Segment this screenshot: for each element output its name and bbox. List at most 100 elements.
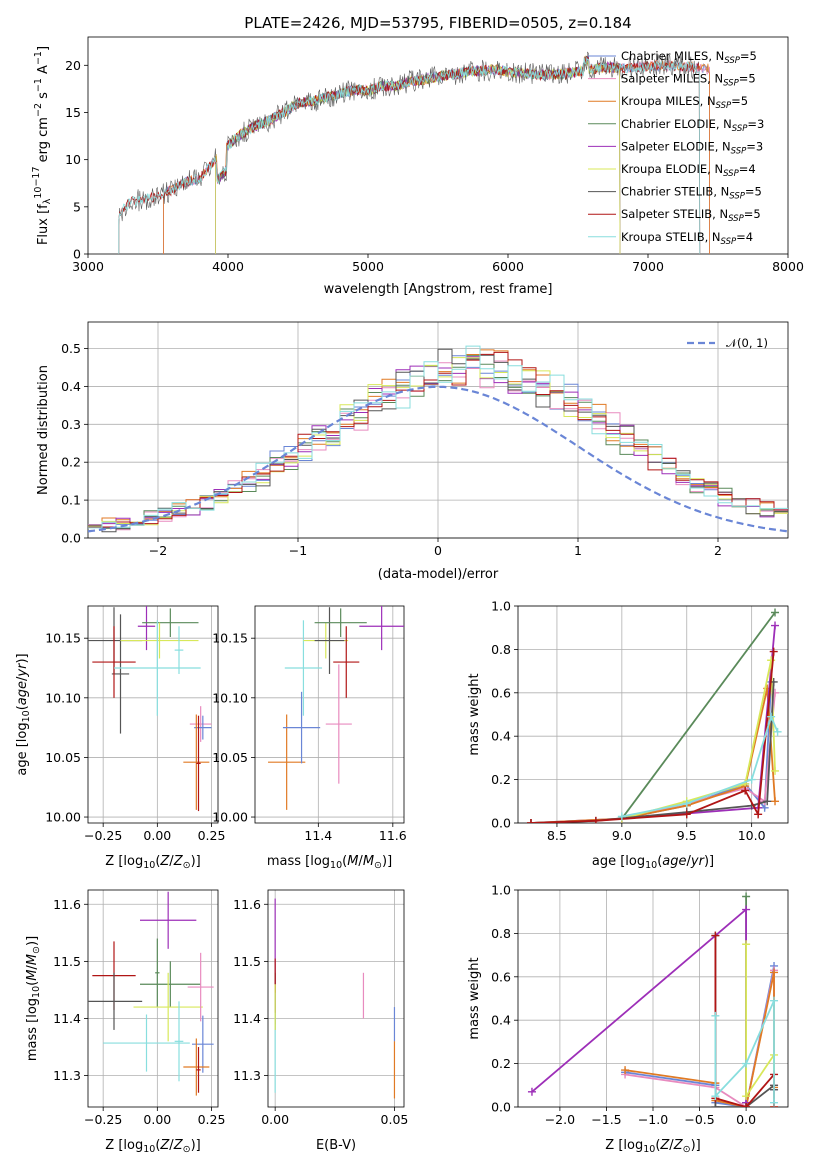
label-part: Flux [f [36,204,51,245]
x-tick-label: 0.25 [198,1112,226,1127]
y-axis-label: age [log10(age/yr)] [15,653,32,775]
x-tick-label: 1 [574,543,582,558]
errorbar-point [187,952,214,1022]
y-tick-label: 0.0 [491,1100,511,1115]
y-tick-label: 0 [73,247,81,262]
label-part: Z [673,1138,684,1153]
label-part: =4 [739,162,756,176]
sfh-marker [742,940,751,949]
errorbar-point [268,714,306,810]
label-part: =3 [746,139,763,153]
label-part: SSP [723,169,739,179]
x-tick-label: −2 [149,543,167,558]
sfh-line-chabrier_miles [530,681,772,823]
spectrum-series-group [118,51,710,254]
label-part: SSP [724,56,740,66]
sfh-line-salpeter_stelib [530,651,775,823]
y-tick-label: 11.3 [233,1068,261,1083]
label-part: Chabrier STELIB, N [621,185,729,199]
axes-frame [254,605,405,824]
sfh-marker [771,766,780,775]
sfh-marker [742,905,751,914]
label-part: Kroupa ELODIE, N [621,162,723,176]
sfh-marker [591,816,600,823]
label-part: 10 [31,986,42,998]
x-tick-label: 0.00 [143,828,171,843]
y-tick-label: 10.10 [212,690,248,705]
label-part: SSP [728,214,744,224]
label-part: −1 [33,78,44,92]
label-part: ⊙ [183,1144,191,1155]
sfh-marker [747,775,756,784]
label-part: Z [log [605,1138,643,1153]
residuals-axes: −2 −1 0 1 2 0.0 0.1 0.2 0.3 0.4 0.5 𝒩(0, 1) (data-mo… [36,321,789,582]
label-part: ⊙ [183,860,191,871]
label-part: / [169,854,174,869]
spectrum-line-chabrier_stelib [118,51,701,254]
label-part: ⊙ [683,1144,691,1155]
x-axis-label: (data-model)/error [378,567,499,582]
y-axis-label: mass weight [467,957,482,1039]
spectrum-line-kroupa_stelib [118,56,701,254]
x-axis-label: Z [log10(Z/Z⊙)] [105,1138,200,1155]
label-part: Salpeter MILES, N [621,72,723,86]
y-tick-label: 11.6 [53,897,81,912]
errorbar-point [114,620,201,716]
y-tick-label: 0.2 [491,1056,511,1071]
y-tick-label: 11.5 [53,954,81,969]
label-part: )] [191,854,201,869]
errorbar-point [174,626,184,674]
sfh-lines [526,608,782,823]
y-tick-label: 11.4 [53,1011,81,1026]
errorbar-point [140,891,197,949]
sfh-marker [742,1103,751,1107]
axes-frame [87,889,219,1108]
x-tick-label: 11.4 [304,828,332,843]
y-axis-label: Normed distribution [36,365,51,495]
label-part: ( [657,854,662,869]
legend-label: Chabrier MILES, NSSP=5 [621,49,757,66]
label-part: =3 [747,117,764,131]
label-part: Z [log [105,854,143,869]
axes-frame [87,36,789,255]
x-tick-label: −1 [289,543,307,558]
label-part: erg cm [36,117,51,166]
y-tick-label: 0.2 [61,455,81,470]
sfh-line-salpeter_miles [530,692,776,823]
sfh-line-chabrier_elodie [621,611,776,820]
label-part: =5 [739,72,756,86]
errorbar-group [88,606,212,812]
y-tick-label: 0.1 [61,493,81,508]
y-tick-label: 1.0 [491,599,511,614]
label-part: Z [log [105,1138,143,1153]
y-tick-label: 10.15 [212,631,248,646]
label-part: −2 [33,103,44,117]
errorbar-point [196,1047,201,1093]
x-tick-label: −0.25 [84,828,122,843]
sfh-marker [711,1092,720,1101]
label-part: / [358,854,363,869]
label-part: 10 [643,1144,655,1155]
axes-frame [517,605,789,824]
errorbar-point [111,614,130,734]
errorbar-point [103,1014,190,1072]
y-tick-label: 0.4 [61,379,81,394]
y-axis-label: mass weight [467,673,482,755]
legend-label: Kroupa ELODIE, NSSP=4 [621,162,756,179]
label-part: Z [173,854,184,869]
errorbar-group [274,898,396,1099]
errorbar-point [183,1038,210,1096]
label-part: =5 [745,185,762,199]
label-part: ( [15,705,30,710]
histogram-kroupa_stelib [88,345,788,529]
sfh-marker [754,810,763,819]
label-part: 10 [330,860,342,871]
spectrum-line-chabrier_miles [163,56,710,254]
label-part: yr [15,662,30,678]
label-part: age [662,854,686,869]
label-part: M [25,954,40,965]
label-part: λ [42,198,53,204]
label-part: M [25,970,40,981]
errorbar-point [183,714,210,810]
